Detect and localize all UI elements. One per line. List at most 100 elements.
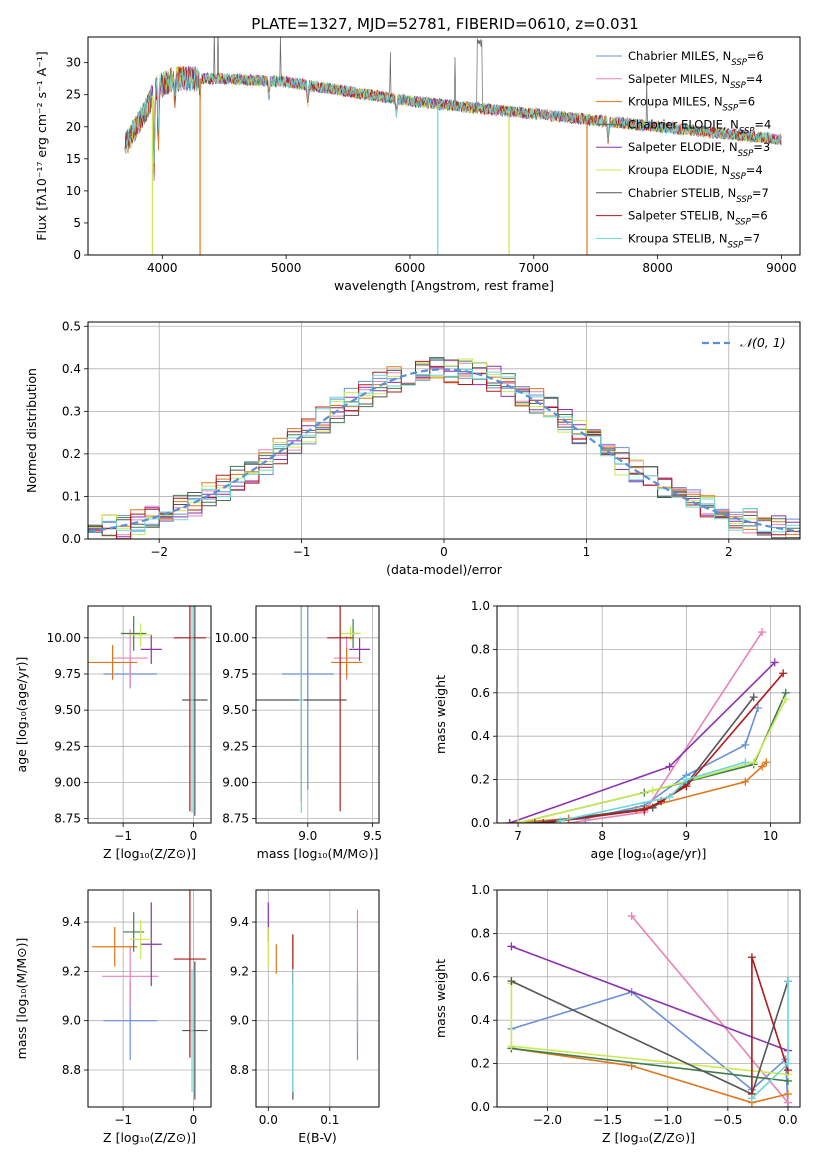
mass-weight-marker: [749, 758, 758, 767]
y-tick-label: 9.00: [222, 775, 249, 789]
mass-weight-vs-Z-plot-area: [507, 912, 792, 1107]
mass-weight-marker: [627, 912, 636, 921]
x-tick-label: 9.5: [363, 829, 382, 843]
age-vs-Z-plot-area: [88, 606, 208, 816]
x-tick-label: 9.0: [298, 829, 317, 843]
y-tick-label: 0.1: [62, 489, 81, 503]
mass-weight-marker: [530, 819, 539, 823]
mass-weight-marker: [741, 758, 750, 767]
x-axis-label: (data-model)/error: [386, 562, 503, 577]
y-tick-label: 8.75: [222, 812, 249, 826]
figure-title: PLATE=1327, MJD=52781, FIBERID=0610, z=0…: [251, 15, 638, 33]
y-tick-label: 20: [66, 120, 81, 134]
age-vs-mass-panel: 9.0 9.5 8.75 9.00 9.25 9.50 9.75 10.00 mass [log…: [215, 605, 382, 861]
spectrum-panel: 4000 5000 6000 7000 8000 9000 0 5 10 15 20 25 30 wave…: [34, 36, 801, 293]
mass-weight-marker: [665, 792, 674, 801]
y-tick-label: 0.8: [471, 642, 490, 656]
y-tick-label: 0.2: [62, 447, 81, 461]
legend-entry: 𝒩(0, 1): [740, 335, 786, 350]
y-tick-label: 0.4: [62, 362, 81, 376]
mass-weight-marker: [783, 1059, 792, 1068]
x-tick-label: 1: [583, 545, 591, 559]
x-axis-label: wavelength [Angstrom, rest frame]: [334, 278, 554, 293]
y-axis-label: mass [log₁₀(M/M⊙)]: [14, 938, 29, 1060]
y-tick-label: 15: [66, 152, 81, 166]
y-tick-label: 9.4: [62, 915, 81, 929]
mass-weight-marker: [507, 977, 516, 986]
residual-hist-plot-area: [88, 357, 800, 539]
x-tick-label: 9: [683, 829, 691, 843]
mass-weight-line: [568, 631, 763, 823]
mass-weight-marker: [682, 775, 691, 784]
axes-frame: [496, 889, 801, 1108]
y-axis-label: Flux [fλ10⁻¹⁷ erg cm⁻² s⁻¹ A⁻¹]: [34, 51, 49, 240]
mass-weight-line: [510, 983, 789, 1076]
mass-weight-line: [517, 698, 787, 823]
mass-weight-line: [517, 692, 787, 823]
y-tick-label: 9.25: [54, 739, 81, 753]
x-tick-label: 0: [440, 545, 448, 559]
y-tick-label: 9.4: [230, 915, 249, 929]
mass-weight-marker: [770, 658, 779, 667]
mass-weight-vs-age-panel: 7 8 9 10 0.0 0.2 0.4 0.6 0.8 1.0 age [log₁₀(age/yr…: [433, 599, 801, 861]
x-tick-label: 8000: [642, 261, 673, 275]
mass-weight-marker: [507, 1042, 516, 1051]
y-axis-label: Normed distribution: [24, 368, 39, 493]
x-tick-label: 6000: [395, 261, 426, 275]
axes-frame: [87, 321, 801, 540]
x-axis-label: E(B-V): [298, 1130, 337, 1145]
axes-frame: [255, 889, 380, 1108]
y-tick-label: 8.8: [230, 1063, 249, 1077]
age-vs-mass-plot-area: [256, 606, 370, 813]
x-tick-label: 10: [763, 829, 778, 843]
x-tick-label: −1: [114, 1113, 132, 1127]
y-tick-label: 9.75: [54, 667, 81, 681]
axes-frame: [87, 605, 212, 824]
mass-weight-marker: [762, 758, 771, 767]
x-tick-label: 0: [190, 829, 198, 843]
legend-entry: Chabrier STELIB, NSSP=7: [628, 186, 769, 205]
mass-weight-marker: [640, 805, 649, 814]
mass-vs-Z-plot-area: [92, 890, 208, 1100]
y-tick-label: 5: [73, 216, 81, 230]
x-axis-label: Z [log₁₀(Z/Z⊙)]: [103, 1130, 196, 1145]
y-tick-label: 0.2: [471, 1057, 490, 1071]
mass-weight-vs-Z-panel: −2.0 −1.5 −1.0 −0.5 0.0 0.0 0.2 0.4 0.6 0.8 1.0 Z […: [433, 883, 801, 1145]
x-axis-label: Z [log₁₀(Z/Z⊙)]: [602, 1130, 695, 1145]
histogram-series: [88, 360, 800, 539]
mass-weight-line: [511, 991, 789, 1107]
mass-weight-marker: [753, 703, 762, 712]
mass-weight-line: [509, 661, 776, 823]
x-tick-label: 4000: [147, 261, 178, 275]
y-tick-label: 0.6: [471, 686, 490, 700]
x-tick-label: 5000: [271, 261, 302, 275]
x-tick-label: 7: [514, 829, 522, 843]
mass-weight-marker: [783, 1089, 792, 1098]
legend-entry: Chabrier ELODIE, NSSP=4: [628, 117, 771, 136]
y-tick-label: 0.5: [62, 319, 81, 333]
spectrum-plot-area: [124, 37, 782, 255]
x-tick-label: 2: [725, 545, 733, 559]
y-tick-label: 30: [66, 56, 81, 70]
x-axis-label: age [log₁₀(age/yr)]: [591, 846, 707, 861]
x-axis-label: mass [log₁₀(M/M⊙)]: [257, 846, 379, 861]
mass-weight-marker: [741, 740, 750, 749]
y-axis-label: age [log₁₀(age/yr)]: [14, 657, 29, 773]
y-tick-label: 9.25: [222, 739, 249, 753]
y-tick-label: 0.6: [471, 970, 490, 984]
mass-weight-marker: [514, 819, 523, 823]
mass-weight-marker: [556, 816, 565, 823]
normal-curve: [88, 368, 800, 533]
x-tick-label: −0.5: [713, 1113, 742, 1127]
x-tick-label: 0.0: [778, 1113, 797, 1127]
x-tick-label: −1: [114, 829, 132, 843]
y-tick-label: 0.3: [62, 404, 81, 418]
axes-frame: [87, 889, 212, 1108]
mass-weight-marker: [507, 942, 516, 951]
y-tick-label: 0.4: [471, 1013, 490, 1027]
y-tick-label: 0.0: [471, 1100, 490, 1114]
mass-weight-marker: [648, 786, 657, 795]
y-tick-label: 9.2: [62, 964, 81, 978]
legend-entry: Salpeter MILES, NSSP=4: [628, 72, 763, 91]
mass-weight-marker: [747, 1094, 756, 1103]
